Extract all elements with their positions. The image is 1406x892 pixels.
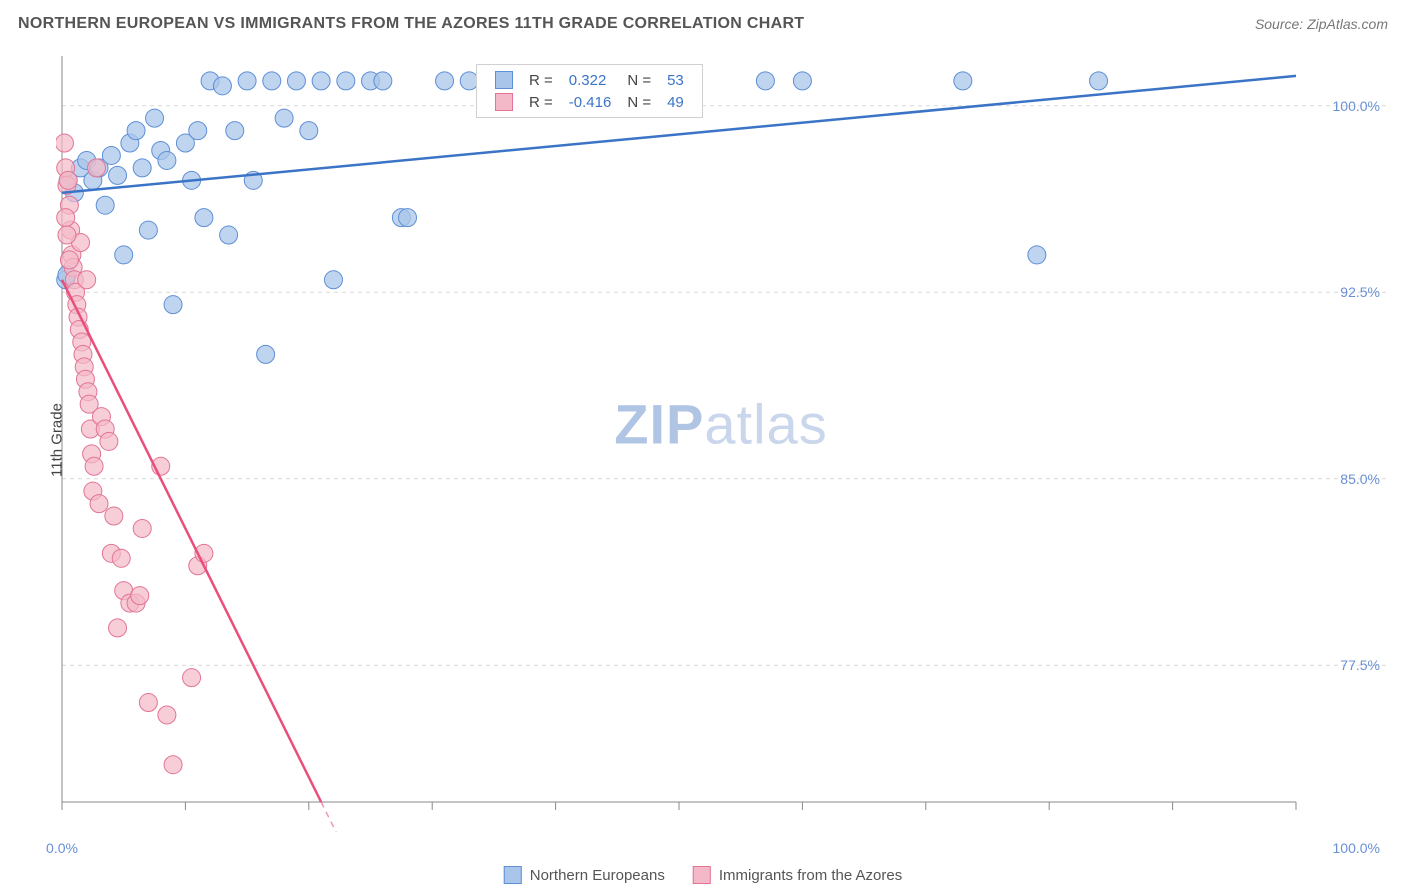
chart-title: NORTHERN EUROPEAN VS IMMIGRANTS FROM THE… <box>18 15 804 33</box>
correlation-stats-box: R =0.322N =53R =-0.416N =49 <box>476 64 703 118</box>
plot-area: 11th Grade ZIPatlas R =0.322N =53R =-0.4… <box>56 48 1386 832</box>
legend-label: Immigrants from the Azores <box>719 867 902 884</box>
y-tick-label: 77.5% <box>1340 657 1380 673</box>
y-tick-label: 85.0% <box>1340 471 1380 487</box>
source-attribution: Source: ZipAtlas.com <box>1255 16 1388 32</box>
legend-swatch <box>693 866 711 884</box>
stat-row: R =0.322N =53 <box>487 69 692 91</box>
y-tick-label: 92.5% <box>1340 284 1380 300</box>
watermark: ZIPatlas <box>614 392 827 457</box>
legend-item: Immigrants from the Azores <box>693 866 902 884</box>
x-tick-label: 0.0% <box>46 840 78 856</box>
legend-label: Northern Europeans <box>530 867 665 884</box>
legend-item: Northern Europeans <box>504 866 665 884</box>
y-tick-label: 100.0% <box>1333 98 1380 114</box>
stat-row: R =-0.416N =49 <box>487 91 692 113</box>
legend: Northern Europeans Immigrants from the Az… <box>504 866 903 884</box>
legend-swatch <box>504 866 522 884</box>
x-tick-label: 100.0% <box>1333 840 1380 856</box>
